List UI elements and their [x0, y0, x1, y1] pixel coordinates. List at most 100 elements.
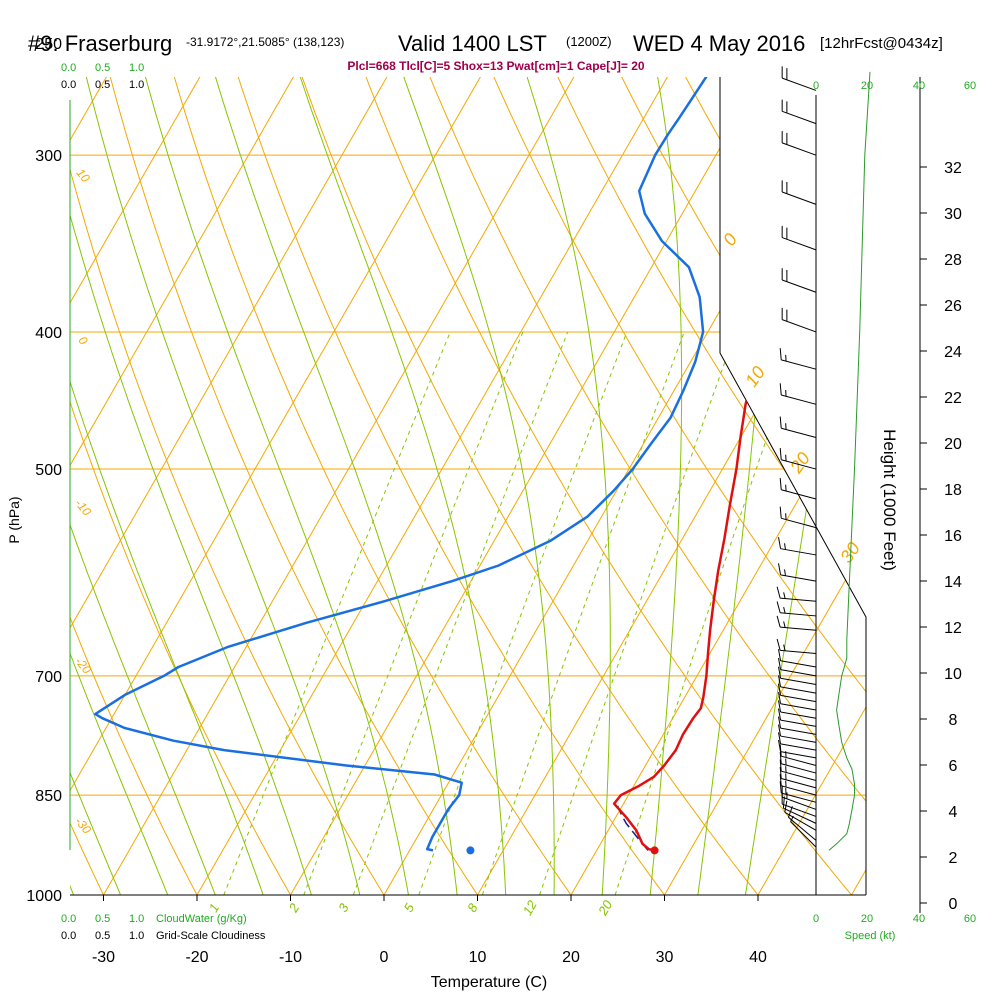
cloud-scale-top-green-2: 1.0 — [129, 62, 144, 74]
mixing-ratio-label: 8 — [464, 900, 481, 914]
dry-adiabat-line — [655, 18, 1000, 925]
x-axis-label: Temperature (C) — [431, 974, 547, 991]
height-tick-label: 8 — [949, 712, 958, 729]
station-coords: -31.9172°,21.5085° (138,123) — [186, 35, 344, 49]
dry-adiabat-line — [220, 18, 687, 925]
height-tick-label: 24 — [944, 344, 962, 361]
surface-temperature-dot — [651, 846, 659, 854]
wind-barb-flag — [780, 383, 781, 395]
moist-adiabat-line — [281, 18, 507, 925]
wind-barb — [782, 131, 816, 155]
wind-barb-staff — [781, 428, 816, 437]
moist-adiabat-line — [0, 18, 226, 925]
dry-adiabat-line — [966, 18, 1000, 925]
mixing-ratio-label: 2 — [285, 900, 302, 915]
height-tick-label: 20 — [944, 436, 962, 453]
cloud-scale-bottom-black-1: 0.5 — [95, 930, 110, 942]
wind-barb — [780, 478, 816, 499]
mixing-ratio-label: 5 — [401, 900, 418, 914]
wind-barb — [777, 587, 816, 601]
height-tick-label: 32 — [944, 160, 962, 177]
wind-barb-half-flag — [785, 543, 786, 549]
wind-barb-staff — [781, 736, 816, 742]
wind-barb-staff — [791, 822, 816, 847]
moist-adiabat-line — [130, 18, 414, 925]
height-tick-label: 18 — [944, 482, 962, 499]
moist-adiabat-line — [508, 18, 611, 925]
wind-barb-staff — [782, 280, 816, 292]
wind-barb-staff — [781, 490, 816, 499]
isotherm-line — [647, 18, 1000, 925]
cloudwater-label: CloudWater (g/Kg) — [156, 913, 247, 925]
wind-barb — [779, 658, 816, 676]
height-axis-label: Height (1000 Feet) — [880, 429, 899, 571]
speed-tick-top-1: 20 — [861, 80, 873, 92]
forecast-date: WED 4 May 2016 — [633, 31, 805, 56]
isotherm-line — [273, 18, 794, 925]
mixing-ratio-line — [540, 332, 736, 895]
height-tick-label: 10 — [944, 666, 962, 683]
wind-barb — [780, 383, 816, 404]
moist-adiabat-line — [383, 18, 554, 925]
wind-barb — [782, 180, 816, 204]
wind-barb-staff — [781, 518, 816, 527]
wind-barb-staff — [782, 320, 816, 332]
wind-barb-staff — [781, 395, 816, 404]
cloud-scale-bottom-black-2: 1.0 — [129, 930, 144, 942]
dry-adiabat-label: 10 — [73, 166, 93, 185]
pressure-tick-label: 850 — [35, 788, 62, 805]
speed-tick-bottom-3: 60 — [964, 913, 976, 925]
wind-barb-flag — [777, 587, 780, 598]
wind-barb-staff — [781, 360, 816, 369]
height-tick-label: 28 — [944, 252, 962, 269]
wind-barb-flag — [780, 448, 781, 460]
mixing-ratio-label: 3 — [335, 900, 352, 914]
isotherm-line — [0, 18, 514, 925]
pressure-tick-label: 300 — [35, 148, 62, 165]
station-title: #9: Fraserburg — [28, 31, 172, 56]
wind-barb-staff — [781, 670, 816, 676]
wind-barb-flag — [780, 417, 781, 429]
temperature-tick-label: -10 — [279, 949, 302, 966]
dry-adiabat-label: -30 — [72, 814, 94, 837]
y-axis-label: P (hPa) — [6, 496, 22, 543]
speed-label: Speed (kt) — [845, 930, 896, 942]
wind-barb — [782, 66, 816, 90]
wind-barb-staff — [788, 817, 816, 840]
wind-barb-half-flag — [784, 592, 785, 598]
height-tick-label: 12 — [944, 620, 962, 637]
wind-barb-flag — [785, 801, 787, 813]
cloud-scale-top-black-0: 0.0 — [61, 79, 76, 91]
dry-adiabat-line — [904, 18, 1000, 925]
cloud-scale-top-green-0: 0.0 — [61, 62, 76, 74]
wind-barb-staff — [782, 111, 816, 123]
pressure-tick-label: 500 — [35, 462, 62, 479]
wind-barb-staff — [780, 613, 816, 616]
wind-barb-staff — [782, 192, 816, 204]
skew-boundary — [720, 77, 866, 895]
valid-time: Valid 1400 LST — [398, 31, 547, 56]
dewpoint-line — [95, 72, 709, 851]
wind-barb — [785, 801, 816, 831]
isotherm-label: 20 — [786, 449, 814, 478]
isotherm-line — [554, 18, 1000, 925]
pressure-tick-label: 700 — [35, 669, 62, 686]
mixing-ratio-line — [482, 332, 684, 895]
isotherm-line — [834, 18, 1000, 925]
wind-barb-flag — [777, 601, 780, 612]
wind-barb-staff — [780, 650, 816, 653]
cloud-scale-bottom-green-1: 0.5 — [95, 913, 110, 925]
wind-barb-half-flag — [785, 569, 786, 575]
moist-adiabat-line — [198, 18, 460, 925]
moist-adiabat-line — [0, 18, 133, 925]
temperature-tick-label: 10 — [469, 949, 487, 966]
mixing-ratio-label: 12 — [520, 897, 541, 918]
speed-tick-top-2: 40 — [913, 80, 925, 92]
isotherm-label: 0 — [719, 230, 741, 250]
speed-tick-top-0: 0 — [813, 80, 819, 92]
wind-barb — [782, 308, 816, 332]
speed-tick-bottom-2: 40 — [913, 913, 925, 925]
wind-barb-staff — [780, 627, 816, 630]
mixing-ratio-label: 20 — [595, 897, 616, 919]
